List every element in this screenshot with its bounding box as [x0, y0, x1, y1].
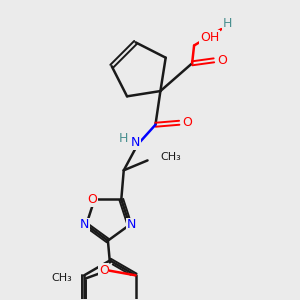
Text: O: O	[99, 264, 109, 277]
Text: N: N	[127, 218, 136, 231]
Text: N: N	[80, 218, 89, 231]
Text: N: N	[131, 136, 140, 149]
Text: H: H	[223, 17, 232, 30]
Text: CH₃: CH₃	[160, 152, 181, 162]
Text: O: O	[88, 193, 98, 206]
Text: OH: OH	[200, 31, 219, 44]
Text: O: O	[217, 54, 227, 67]
Text: O: O	[182, 116, 192, 129]
Text: H: H	[119, 132, 128, 145]
Text: CH₃: CH₃	[52, 273, 72, 283]
